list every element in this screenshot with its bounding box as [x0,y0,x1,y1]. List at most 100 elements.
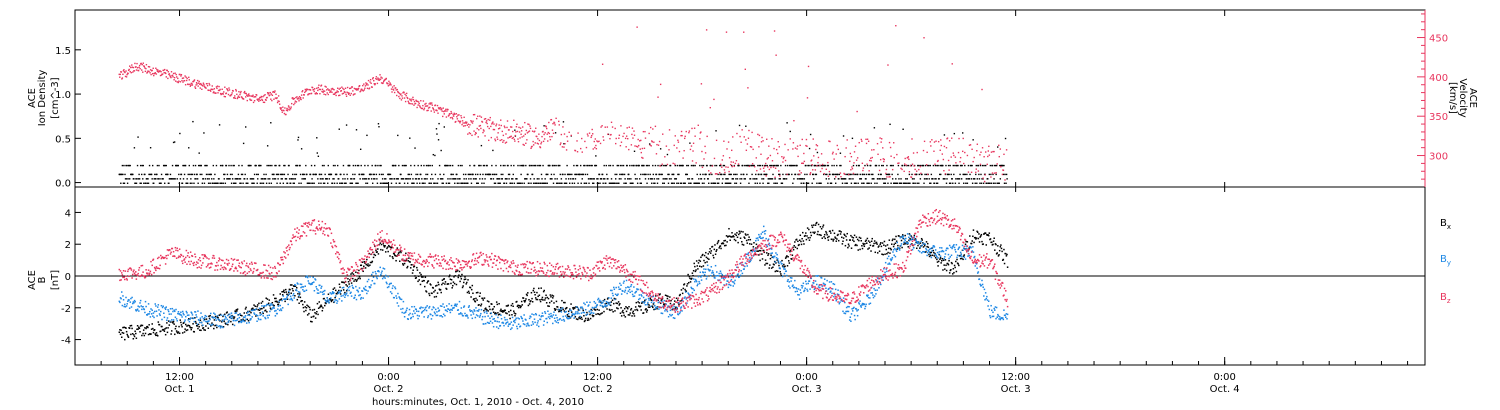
b-point-bx [977,237,980,240]
top-point-density [649,173,651,176]
top-point-velocity [442,115,444,118]
top-point-velocity [293,97,296,100]
b-point-bx [486,309,488,311]
b-point-bx [523,299,525,302]
top-point-velocity [601,125,603,127]
top-point-density [816,182,818,184]
b-point-by [217,325,220,328]
top-point-velocity [760,153,762,155]
top-point-velocity [659,83,662,86]
b-point-by [123,305,125,308]
top-point-velocity [248,93,250,95]
top-point-density [841,178,843,180]
b-point-bx [338,289,340,292]
top-point-density [404,164,406,167]
b-point-by [180,314,183,316]
b-point-by [330,293,333,295]
b-point-bx [468,292,471,294]
b-point-bx [786,265,789,267]
b-point-by [203,319,205,322]
top-point-velocity [983,156,985,158]
top-point-density [145,182,147,184]
b-point-by [286,294,289,297]
top-point-velocity [230,93,233,96]
top-point-velocity [249,99,252,101]
top-point-density [171,164,174,167]
b-point-bx [900,239,903,242]
top-point-density [460,182,463,184]
top-point-velocity [481,121,484,123]
b-point-by [150,313,153,315]
top-point-density [792,182,794,184]
b-point-bx [684,288,686,291]
top-point-density [563,182,566,184]
b-point-bx [809,231,812,234]
top-point-velocity [525,129,528,132]
top-point-density [836,164,838,167]
b-point-by [311,283,313,285]
b-point-by [277,308,279,310]
b-point-bx [425,291,428,293]
b-point-bx [691,277,693,280]
b-point-bx [187,324,189,327]
top-point-velocity [130,71,132,74]
b-point-bx [706,261,708,263]
top-point-density [883,182,885,184]
top-point-velocity [124,75,127,78]
b-point-bx [817,223,820,226]
top-point-velocity [298,95,301,98]
b-point-bx [768,267,770,269]
b-point-by [179,314,182,316]
b-point-by [222,314,225,316]
b-point-bx [236,310,238,312]
b-point-bx [682,287,684,290]
b-point-bx [258,309,261,311]
top-point-density [426,178,428,180]
top-point-density [609,182,611,184]
top-point-density [981,164,984,167]
top-point-density [740,178,743,180]
top-point-density [653,178,656,180]
top-point-velocity [623,132,625,135]
b-point-by [294,284,297,287]
b-point-bx [416,269,419,271]
top-point-density [579,164,582,167]
top-point-velocity [868,159,871,162]
b-point-bx [355,271,357,274]
top-point-density [993,164,996,167]
b-point-by [160,304,163,307]
top-point-density [144,173,146,176]
b-point-by [186,314,189,317]
b-point-bx [931,254,934,257]
b-point-bx [850,234,852,237]
b-point-by [121,304,124,307]
top-point-density [940,173,942,176]
top-point-density [854,173,857,176]
top-point-velocity [205,87,207,89]
top-point-velocity [816,165,818,167]
b-point-bx [664,294,667,297]
top-point-density [992,173,994,176]
b-point-by [302,286,305,288]
top-point-density [257,178,259,180]
top-point-velocity [683,137,686,140]
b-point-bx [728,227,730,230]
b-point-bx [862,242,864,245]
b-point-bx [138,327,141,330]
b-point-bx [645,308,647,310]
top-point-velocity [806,97,809,99]
top-point-density [555,164,557,167]
b-point-bx [208,315,210,318]
top-point-density [299,173,302,176]
top-point-density [239,178,242,180]
top-point-velocity [237,96,239,99]
top-point-density [287,173,289,176]
top-point-density [575,164,578,167]
top-point-density [726,182,729,184]
b-point-by [156,315,158,317]
b-point-bx [277,303,280,306]
top-point-velocity [423,107,426,109]
top-point-density [375,164,377,167]
top-point-density [764,173,766,176]
top-point-velocity [839,172,842,174]
